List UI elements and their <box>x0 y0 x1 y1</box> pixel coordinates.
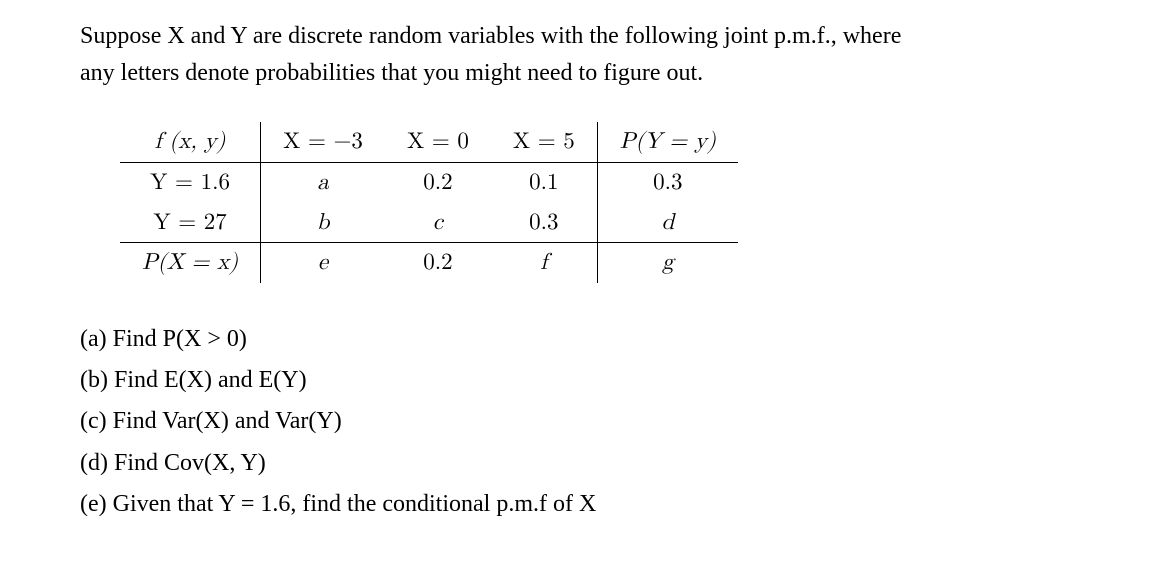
r1-y: Y = 1.6 <box>120 163 261 203</box>
r3-c4: g <box>597 243 738 283</box>
r1-c4: 0.3 <box>597 163 738 203</box>
r2-y: Y = 27 <box>120 203 261 243</box>
question-b: (b) Find E(X) and E(Y) <box>80 362 1090 399</box>
r1-c2: 0.2 <box>385 163 491 203</box>
table-row: P(X = x) e 0.2 f g <box>120 243 738 283</box>
r2-c3: 0.3 <box>491 203 597 243</box>
r3-c3: f <box>491 243 597 283</box>
r3-px: P(X = x) <box>120 243 261 283</box>
question-d: (d) Find Cov(X, Y) <box>80 445 1090 482</box>
question-c: (c) Find Var(X) and Var(Y) <box>80 403 1090 440</box>
table-row: Y = 1.6 a 0.2 0.1 0.3 <box>120 163 738 203</box>
question-a: (a) Find P(X > 0) <box>80 321 1090 358</box>
r3-c1: e <box>261 243 385 283</box>
hdr-x-neg3: X = −3 <box>261 122 385 162</box>
question-e: (e) Given that Y = 1.6, find the conditi… <box>80 486 1090 523</box>
table-row: Y = 27 b c 0.3 d <box>120 203 738 243</box>
hdr-py: P(Y = y) <box>597 122 738 162</box>
r1-c1: a <box>261 163 385 203</box>
r2-c2: c <box>385 203 491 243</box>
hdr-x-0: X = 0 <box>385 122 491 162</box>
page: Suppose X and Y are discrete random vari… <box>0 0 1170 523</box>
intro-line-1: Suppose X and Y are discrete random vari… <box>80 23 901 49</box>
hdr-fxy: f (x, y) <box>120 122 261 162</box>
pmf-table-wrap: f (x, y) X = −3 X = 0 X = 5 P(Y = y) Y =… <box>120 122 1090 283</box>
r3-c2: 0.2 <box>385 243 491 283</box>
questions-list: (a) Find P(X > 0) (b) Find E(X) and E(Y)… <box>80 321 1090 523</box>
hdr-x-5: X = 5 <box>491 122 597 162</box>
r2-c4: d <box>597 203 738 243</box>
pmf-table: f (x, y) X = −3 X = 0 X = 5 P(Y = y) Y =… <box>120 122 738 283</box>
r1-c3: 0.1 <box>491 163 597 203</box>
table-header-row: f (x, y) X = −3 X = 0 X = 5 P(Y = y) <box>120 122 738 162</box>
intro-paragraph: Suppose X and Y are discrete random vari… <box>80 18 1090 92</box>
r2-c1: b <box>261 203 385 243</box>
intro-line-2: any letters denote probabilities that yo… <box>80 60 703 86</box>
